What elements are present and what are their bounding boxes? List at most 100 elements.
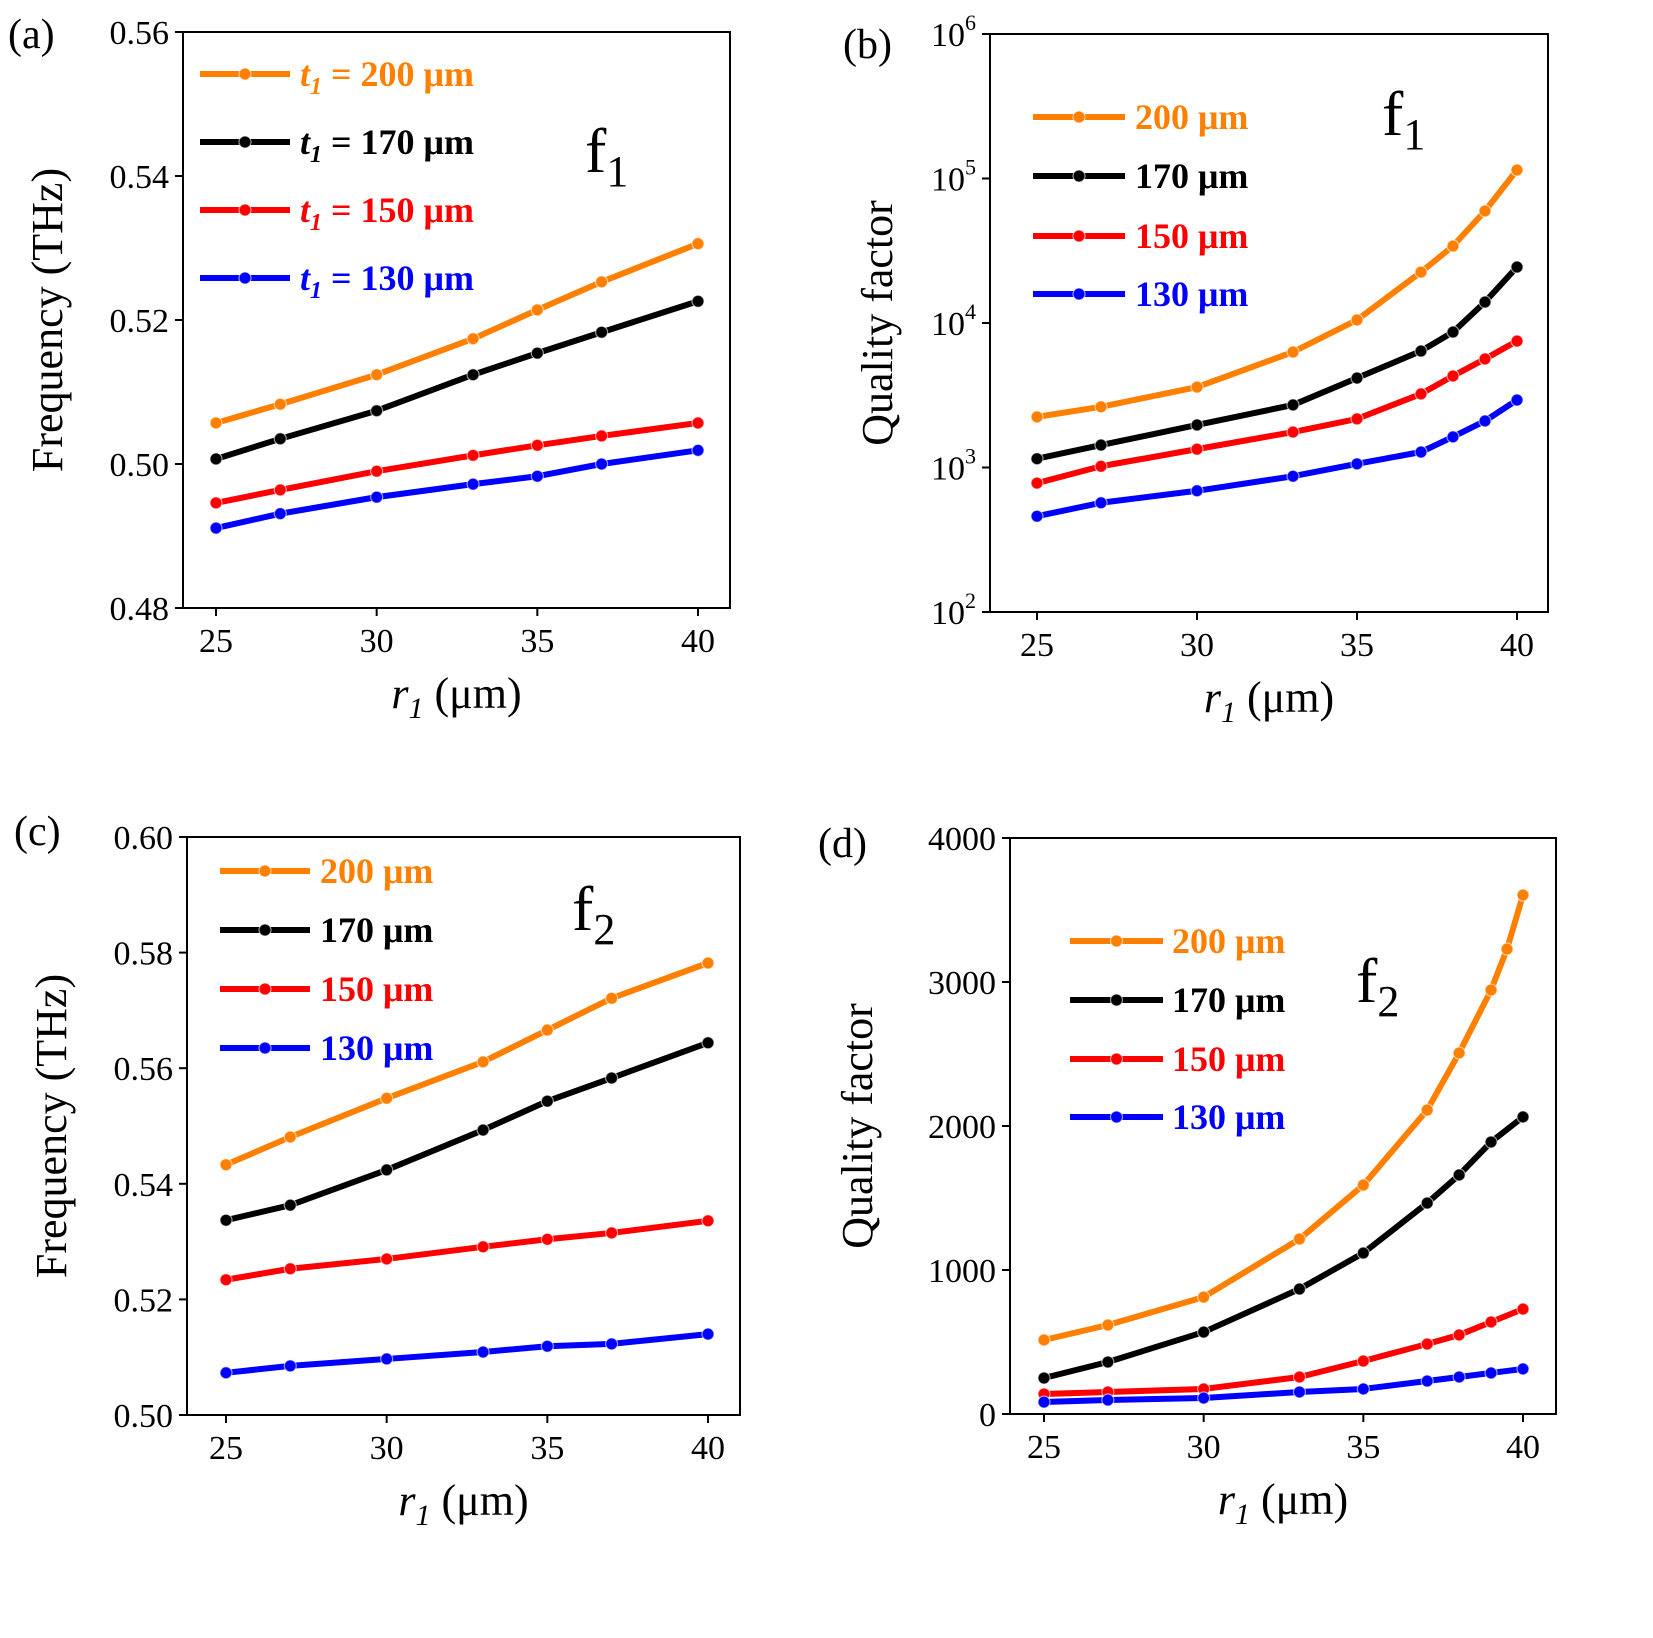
legend-label: 200 μm bbox=[320, 851, 433, 891]
data-point bbox=[1484, 1135, 1498, 1149]
data-point bbox=[691, 416, 705, 430]
data-point bbox=[1452, 1046, 1466, 1060]
data-point bbox=[1510, 163, 1524, 177]
legend-item: 200 μm bbox=[1033, 97, 1248, 137]
series-line bbox=[225, 1331, 709, 1376]
data-point bbox=[1414, 445, 1428, 459]
data-point bbox=[283, 1359, 297, 1373]
series-170 bbox=[1037, 1110, 1530, 1385]
data-point bbox=[604, 1337, 619, 1351]
y-tick-label: 1000 bbox=[928, 1253, 996, 1290]
data-point bbox=[540, 1023, 554, 1037]
data-point bbox=[476, 1123, 490, 1137]
legend-marker bbox=[1072, 169, 1086, 183]
data-point bbox=[370, 368, 384, 382]
legend-marker bbox=[1109, 1110, 1124, 1124]
y-tick-label: 3000 bbox=[928, 965, 996, 1002]
data-point bbox=[1094, 400, 1108, 414]
data-point bbox=[1516, 1110, 1530, 1124]
data-point bbox=[1292, 1370, 1307, 1384]
data-point bbox=[701, 956, 715, 970]
y-axis-label: Frequency (THz) bbox=[23, 168, 72, 472]
data-point bbox=[1197, 1290, 1211, 1304]
legend-label: 200 μm bbox=[1135, 97, 1248, 137]
data-point bbox=[1414, 265, 1428, 279]
x-tick-label: 30 bbox=[360, 623, 394, 660]
data-point bbox=[1420, 1337, 1434, 1351]
y-axis-label: Frequency (THz) bbox=[27, 974, 76, 1278]
data-point bbox=[1094, 496, 1108, 510]
legend-marker bbox=[258, 982, 272, 996]
data-point bbox=[466, 477, 480, 491]
panel-c: 25 30 35 40 0.50 0.52 0.54 0.56 0.58 0.60 r1 (μm) F… bbox=[14, 809, 741, 1532]
legend-label: 130 μm bbox=[320, 1028, 433, 1068]
data-point bbox=[1510, 393, 1524, 407]
data-point bbox=[1484, 1315, 1498, 1329]
data-point bbox=[1030, 476, 1044, 490]
data-point bbox=[1286, 398, 1300, 412]
data-point bbox=[1516, 1362, 1530, 1376]
legend-item: 200 μm bbox=[220, 851, 433, 891]
legend-marker bbox=[1109, 993, 1124, 1007]
series-170 bbox=[209, 294, 705, 466]
data-point bbox=[273, 483, 287, 497]
data-point bbox=[1452, 1168, 1466, 1182]
data-point bbox=[1356, 1354, 1370, 1368]
series-line bbox=[1043, 894, 1526, 1343]
data-point bbox=[1286, 469, 1300, 483]
x-tick-label: 35 bbox=[520, 623, 554, 660]
data-point bbox=[691, 443, 705, 457]
data-point bbox=[530, 303, 544, 317]
data-point bbox=[1094, 438, 1108, 452]
data-point bbox=[209, 496, 223, 510]
data-point bbox=[1356, 1382, 1370, 1396]
series-line bbox=[225, 1217, 709, 1283]
data-point bbox=[219, 1273, 233, 1287]
x-tick-label: 30 bbox=[370, 1430, 404, 1467]
series-200 bbox=[209, 237, 705, 430]
data-point bbox=[1292, 1385, 1307, 1399]
data-point bbox=[1356, 1246, 1370, 1260]
data-point bbox=[1414, 344, 1428, 358]
data-point bbox=[1478, 414, 1492, 428]
data-point bbox=[1350, 313, 1364, 327]
data-point bbox=[283, 1130, 297, 1144]
data-point bbox=[476, 1055, 490, 1069]
y-tick-label: 104 bbox=[931, 299, 976, 343]
data-point bbox=[380, 1352, 394, 1366]
data-point bbox=[1190, 442, 1204, 456]
y-axis-label: Quality factor bbox=[833, 1003, 882, 1249]
data-point bbox=[370, 404, 384, 418]
x-tick-label: 40 bbox=[1506, 1429, 1540, 1466]
series-line bbox=[1043, 1365, 1524, 1406]
legend-marker bbox=[258, 923, 272, 937]
legend-label: 130 μm bbox=[1135, 274, 1248, 314]
data-point bbox=[1190, 484, 1204, 498]
data-point bbox=[1190, 380, 1204, 394]
data-point bbox=[1292, 1282, 1307, 1296]
data-point bbox=[1356, 1178, 1370, 1192]
legend-marker bbox=[238, 135, 252, 149]
data-point bbox=[1446, 239, 1460, 253]
x-tick-label: 35 bbox=[1346, 1429, 1380, 1466]
data-point bbox=[1478, 204, 1492, 218]
y-tick-label: 0.50 bbox=[114, 1398, 174, 1435]
x-tick-label: 25 bbox=[1020, 627, 1054, 664]
panel-label: (d) bbox=[818, 821, 867, 867]
x-tick-label: 25 bbox=[199, 623, 233, 660]
data-point bbox=[530, 469, 544, 483]
data-point bbox=[1414, 387, 1428, 401]
series-130 bbox=[1037, 1362, 1530, 1409]
data-point bbox=[466, 448, 480, 462]
legend-label: 200 μm bbox=[1172, 921, 1285, 961]
data-point bbox=[1420, 1374, 1434, 1388]
legend-item: t1 = 200 μm bbox=[200, 54, 474, 100]
x-tick-label: 35 bbox=[530, 1430, 564, 1467]
legend-marker bbox=[238, 271, 252, 285]
y-tick-label: 106 bbox=[931, 10, 976, 54]
data-point bbox=[540, 1232, 554, 1246]
mode-annotation: f1 bbox=[1382, 78, 1425, 159]
series-line bbox=[1036, 338, 1519, 486]
data-point bbox=[604, 991, 619, 1005]
data-point bbox=[1030, 410, 1044, 424]
